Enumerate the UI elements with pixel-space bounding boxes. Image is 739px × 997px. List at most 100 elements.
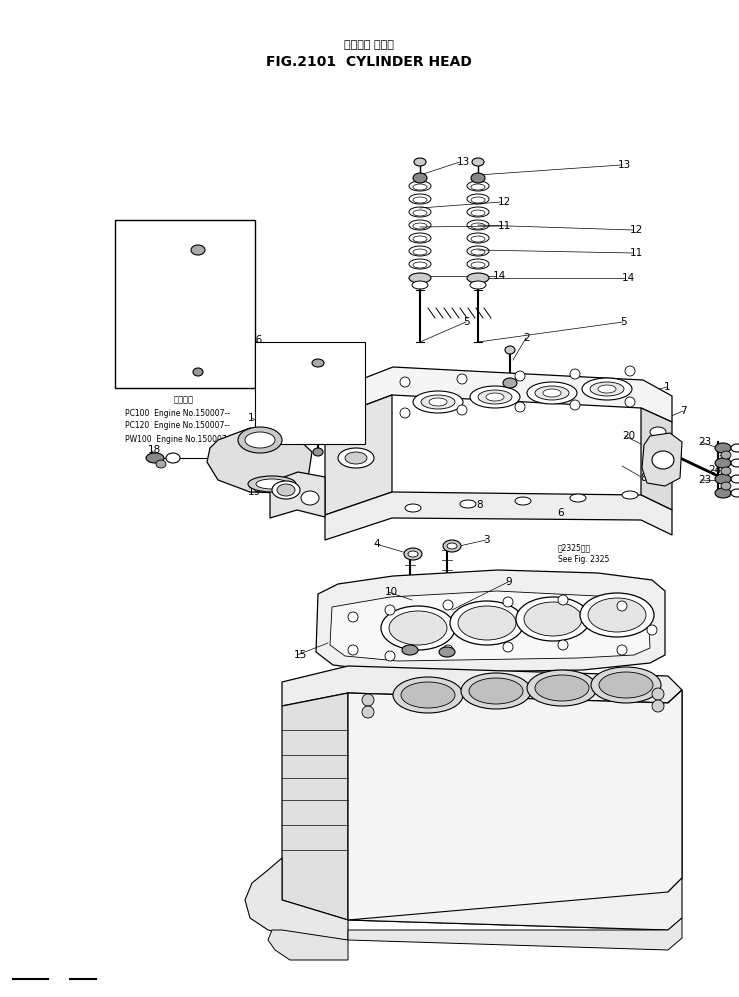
Text: 1: 1 [664,382,670,392]
Ellipse shape [277,484,295,496]
Text: 19: 19 [248,487,262,497]
Circle shape [385,605,395,615]
Circle shape [625,397,635,407]
Text: 23: 23 [698,475,711,485]
Ellipse shape [191,245,205,255]
Text: 13: 13 [457,157,470,167]
Ellipse shape [146,453,164,463]
Ellipse shape [470,386,520,408]
Ellipse shape [301,491,319,505]
Text: PC120  Engine No.150007--: PC120 Engine No.150007-- [125,422,230,431]
Ellipse shape [731,475,739,483]
Text: PW100  Engine No.150007--: PW100 Engine No.150007-- [125,435,232,444]
Text: 適用当機: 適用当機 [174,396,194,405]
Ellipse shape [408,551,418,557]
Polygon shape [245,858,348,940]
Polygon shape [668,690,682,892]
Ellipse shape [389,611,447,645]
Ellipse shape [470,281,486,289]
Circle shape [617,601,627,611]
Circle shape [503,642,513,652]
Circle shape [457,374,467,384]
Polygon shape [325,492,672,540]
Text: 8: 8 [640,473,647,483]
Circle shape [348,645,358,655]
Circle shape [570,400,580,410]
Ellipse shape [591,667,661,703]
Ellipse shape [413,391,463,413]
Ellipse shape [156,460,166,468]
Text: 22: 22 [718,455,732,465]
Text: 17: 17 [248,413,262,423]
Polygon shape [207,428,312,493]
Polygon shape [348,918,682,950]
Bar [255,342,365,444]
Text: 23: 23 [698,437,711,447]
Ellipse shape [527,670,597,706]
Ellipse shape [469,678,523,704]
Ellipse shape [652,451,674,469]
Ellipse shape [721,451,731,459]
Circle shape [385,651,395,661]
Ellipse shape [345,452,367,464]
Ellipse shape [458,606,516,640]
Ellipse shape [503,378,517,388]
Ellipse shape [505,346,515,354]
Text: 6: 6 [557,508,564,518]
Ellipse shape [404,548,422,560]
Circle shape [515,371,525,381]
Ellipse shape [731,459,739,467]
Circle shape [652,700,664,712]
Text: 14: 14 [622,273,636,283]
Ellipse shape [313,448,323,456]
Polygon shape [270,472,325,518]
Ellipse shape [439,647,455,657]
Text: 11: 11 [630,248,643,258]
Ellipse shape [590,382,624,396]
Polygon shape [268,930,348,960]
Text: 20: 20 [622,431,635,441]
Ellipse shape [622,491,638,499]
Circle shape [362,706,374,718]
Circle shape [503,597,513,607]
Ellipse shape [715,488,731,498]
Text: 18: 18 [148,445,161,455]
Text: 11: 11 [498,221,511,231]
Text: シリンダ ヘッド: シリンダ ヘッド [344,40,394,50]
Ellipse shape [570,494,586,502]
Ellipse shape [256,479,288,489]
Ellipse shape [461,673,531,709]
Text: 12: 12 [498,197,511,207]
Polygon shape [642,433,682,486]
Ellipse shape [272,481,300,499]
Ellipse shape [598,385,616,393]
Ellipse shape [721,467,731,475]
Ellipse shape [414,158,426,166]
Ellipse shape [516,597,590,641]
Circle shape [652,688,664,700]
Circle shape [558,640,568,650]
Text: 14: 14 [493,271,506,281]
Ellipse shape [447,543,457,549]
Circle shape [570,369,580,379]
Ellipse shape [650,457,666,467]
Ellipse shape [650,427,666,437]
Ellipse shape [543,389,561,397]
Circle shape [400,377,410,387]
Ellipse shape [731,489,739,497]
Text: 7: 7 [680,406,687,416]
Ellipse shape [421,395,455,409]
Ellipse shape [715,474,731,484]
Ellipse shape [535,386,569,400]
Ellipse shape [471,173,485,183]
Text: FIG.2101  CYLINDER HEAD: FIG.2101 CYLINDER HEAD [266,55,472,69]
Ellipse shape [405,504,421,512]
Text: 16: 16 [246,342,259,352]
Ellipse shape [715,443,731,453]
Ellipse shape [588,598,646,632]
Polygon shape [282,693,348,920]
Circle shape [443,600,453,610]
Ellipse shape [429,398,447,406]
Text: PC100  Engine No.150007--: PC100 Engine No.150007-- [125,409,230,418]
Circle shape [362,694,374,706]
